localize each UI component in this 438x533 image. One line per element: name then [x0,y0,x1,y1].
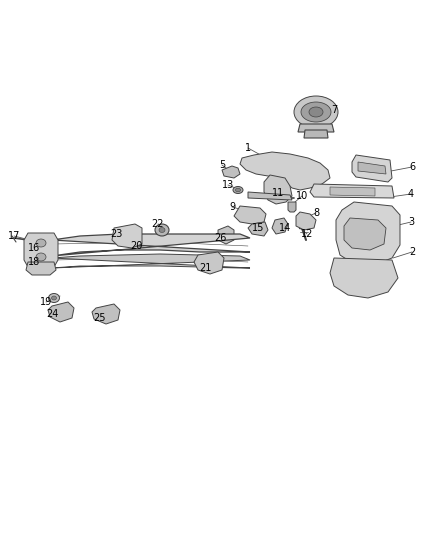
Polygon shape [352,155,392,182]
Text: 9: 9 [229,202,235,212]
Text: 3: 3 [408,217,414,227]
Text: 1: 1 [245,143,251,153]
Ellipse shape [52,296,57,300]
Polygon shape [48,302,74,322]
Polygon shape [240,152,330,190]
Polygon shape [234,206,266,224]
Text: 21: 21 [199,263,211,273]
Ellipse shape [294,96,338,128]
Text: 13: 13 [222,180,234,190]
Ellipse shape [233,187,243,193]
Polygon shape [52,254,250,268]
Polygon shape [92,304,120,324]
Text: 26: 26 [214,233,226,243]
Polygon shape [264,175,292,204]
Text: 18: 18 [28,257,40,267]
Text: 11: 11 [272,188,284,198]
Polygon shape [310,184,394,198]
Text: 4: 4 [408,189,414,199]
Text: 22: 22 [152,219,164,229]
Text: 15: 15 [252,223,264,233]
Polygon shape [222,166,240,178]
Ellipse shape [309,107,323,117]
Polygon shape [304,130,328,138]
Polygon shape [248,222,268,236]
Polygon shape [358,162,386,174]
Polygon shape [296,212,316,230]
Polygon shape [24,233,58,267]
Polygon shape [248,192,292,200]
Ellipse shape [36,239,46,247]
Polygon shape [272,218,288,234]
Polygon shape [344,218,386,250]
Polygon shape [112,224,142,248]
Text: 2: 2 [409,247,415,257]
Text: 17: 17 [8,231,20,241]
Text: 6: 6 [409,162,415,172]
Text: 23: 23 [110,229,122,239]
Ellipse shape [155,224,169,236]
Polygon shape [330,258,398,298]
Text: 24: 24 [46,309,58,319]
Ellipse shape [236,188,240,192]
Polygon shape [298,124,334,132]
Text: 12: 12 [301,229,313,239]
Text: 8: 8 [313,208,319,218]
Ellipse shape [159,228,165,232]
Polygon shape [336,202,400,265]
Polygon shape [330,187,375,196]
Text: 25: 25 [94,313,106,323]
Text: 10: 10 [296,191,308,201]
Ellipse shape [301,102,331,122]
Ellipse shape [49,294,60,303]
Ellipse shape [36,253,46,261]
Polygon shape [194,252,224,274]
Text: 16: 16 [28,243,40,253]
Text: 7: 7 [331,105,337,115]
Text: 14: 14 [279,223,291,233]
Polygon shape [52,234,250,256]
Text: 20: 20 [130,241,142,251]
Polygon shape [218,226,234,244]
Text: 5: 5 [219,160,225,170]
Text: 19: 19 [40,297,52,307]
Polygon shape [26,262,56,275]
Polygon shape [288,202,296,212]
